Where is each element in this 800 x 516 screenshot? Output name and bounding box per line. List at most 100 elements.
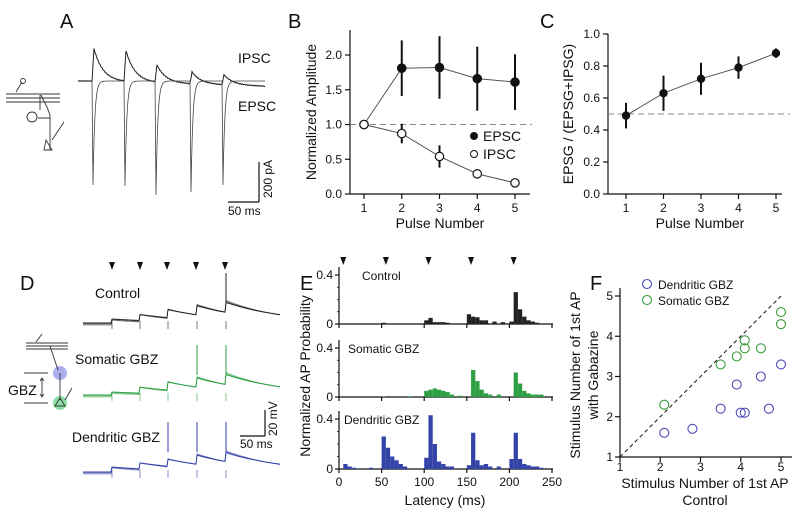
schematic-lines [6,81,65,151]
f-y-tick-label: 4 [606,329,613,343]
f-x-tick-label: 5 [778,460,785,474]
e-y-axis-label: Normalized AP Probability [297,295,313,457]
e-histogram-bar-somatic-gbz [424,390,429,397]
e-histogram-bar-control [500,322,506,324]
b-point-epsc [472,73,483,84]
e-histogram-bar-dendritic-gbz [526,465,531,469]
e-histogram-bar-dendritic-gbz [445,466,450,469]
e-histogram-bar-control [424,320,429,324]
e-histogram-bar-dendritic-gbz [424,457,429,469]
e-histogram-bar-control [522,316,527,324]
f-y-tick-label: 1 [606,450,613,464]
schematic-stim-electrode-icon [20,78,26,84]
c-y-axis-label: EPSG / (EPSG+IPSG) [560,44,576,184]
b-y-tick-label: 0.0 [325,187,342,201]
e-histogram-bar-control [483,320,489,324]
f-point-dendritic-gbz [735,407,746,418]
e-histogram-bar-dendritic-gbz [432,444,437,469]
e-histogram-bar-control [526,320,531,324]
e-histogram-bar-somatic-gbz [483,393,489,397]
e-histogram-bar-somatic-gbz [428,389,433,397]
d-circuit-schematic-icon [24,333,73,407]
e-histogram-bar-dendritic-gbz [381,436,386,469]
c-x-tick-label: 5 [773,201,780,215]
f-point-somatic-gbz [739,343,750,354]
e-x-tick-label: 100 [414,475,434,489]
f-y-axis-label-2: with Gabazine [585,330,601,420]
d-scale-y-label: 20 mV [266,401,280,436]
f-point-dendritic-gbz [715,403,726,414]
e-histogram-bar-dendritic-gbz [466,465,472,469]
a-epsc-label: EPSC [238,98,276,114]
f-x-tick-label: 3 [697,460,704,474]
b-legend-label: EPSC [483,128,521,144]
c-y-tick-label: 0.2 [583,155,600,169]
a-epsc-trace [78,80,265,196]
e-histogram-bar-somatic-gbz [432,388,437,397]
e-histogram-bar-dendritic-gbz [534,466,540,469]
f-x-tick-label: 4 [737,460,744,474]
e-histogram-bar-control [513,292,518,324]
e-histogram-bar-control [479,320,484,324]
d-stimulus-arrow-icon [164,262,170,270]
f-point-dendritic-gbz [775,359,787,370]
f-point-somatic-gbz [775,319,787,330]
e-y-tick-label: 0 [326,462,333,476]
b-point-epsc [510,77,520,87]
d-scale-x-label: 50 ms [240,437,273,451]
e-histogram-bar-somatic-gbz [445,392,450,397]
b-legend-marker [470,150,478,158]
b-point-ipsc [359,119,369,130]
f-x-tick-label: 1 [617,460,624,474]
e-histogram-bar-somatic-gbz [475,381,480,397]
b-point-ipsc [396,128,407,139]
f-legend-label: Dendritic GBZ [658,278,733,292]
e-histogram-bar-dendritic-gbz [394,460,399,469]
b-legend-marker [470,132,478,140]
e-histogram-bar-dendritic-gbz [398,464,403,469]
a-scale-x-label: 50 ms [228,204,261,218]
c-point [771,49,781,58]
d-control-label: Control [95,285,140,301]
f-y-axis-label: Stimulus Number of 1st AP [567,291,583,458]
c-y-tick-label: 0.0 [583,187,600,201]
c-x-axis-label: Pulse Number [656,215,745,231]
e-y-tick-label: 0 [326,317,333,331]
e-y-tick-label: 0.4 [316,268,333,282]
c-y-tick-label: 0.4 [583,123,600,137]
a-scale-y-label: 200 pA [261,160,275,198]
e-histogram-bar-control [466,314,472,324]
e-x-tick-label: 50 [375,475,389,489]
f-point-somatic-gbz [755,343,766,354]
e-histogram-bar-control [534,322,540,324]
d-voltage-trace [83,299,281,326]
b-y-tick-label: 1.5 [325,83,342,97]
d-stimulus-arrow-icon [137,262,143,270]
e-histogram-bar-control [471,316,476,324]
e-series-label: Dendritic GBZ [344,413,419,427]
e-histogram-bar-dendritic-gbz [479,465,484,469]
e-histogram-bar-dendritic-gbz [368,467,374,469]
e-x-tick-label: 250 [542,475,562,489]
e-histogram-bar-dendritic-gbz [513,432,518,469]
e-histogram-bar-dendritic-gbz [402,466,408,469]
f-point-somatic-gbz [731,351,742,362]
e-histogram-bar-somatic-gbz [488,394,493,397]
b-y-axis-label: Normalized Amplitude [303,44,319,180]
b-x-axis-label: Pulse Number [396,215,485,231]
e-histogram-bar-dendritic-gbz [530,466,535,469]
e-series-label: Control [362,269,401,283]
f-unity-line [619,295,782,458]
c-y-tick-label: 1.0 [583,27,600,41]
e-stimulus-arrow-icon [340,257,347,265]
b-y-tick-label: 2.0 [325,48,342,62]
f-x-axis-label: Stimulus Number of 1st AP [621,475,788,491]
e-histogram-bar-somatic-gbz [381,396,386,397]
e-histogram-bar-dendritic-gbz [509,459,514,469]
d-soma-gbz-spot-icon [53,396,67,410]
e-histogram-bar-somatic-gbz [534,394,540,397]
b-point-ipsc [510,178,520,188]
d-stimulus-arrow-icon [109,262,115,270]
e-histogram-bar-somatic-gbz [407,396,412,397]
f-x-axis-label-2: Control [682,492,727,508]
